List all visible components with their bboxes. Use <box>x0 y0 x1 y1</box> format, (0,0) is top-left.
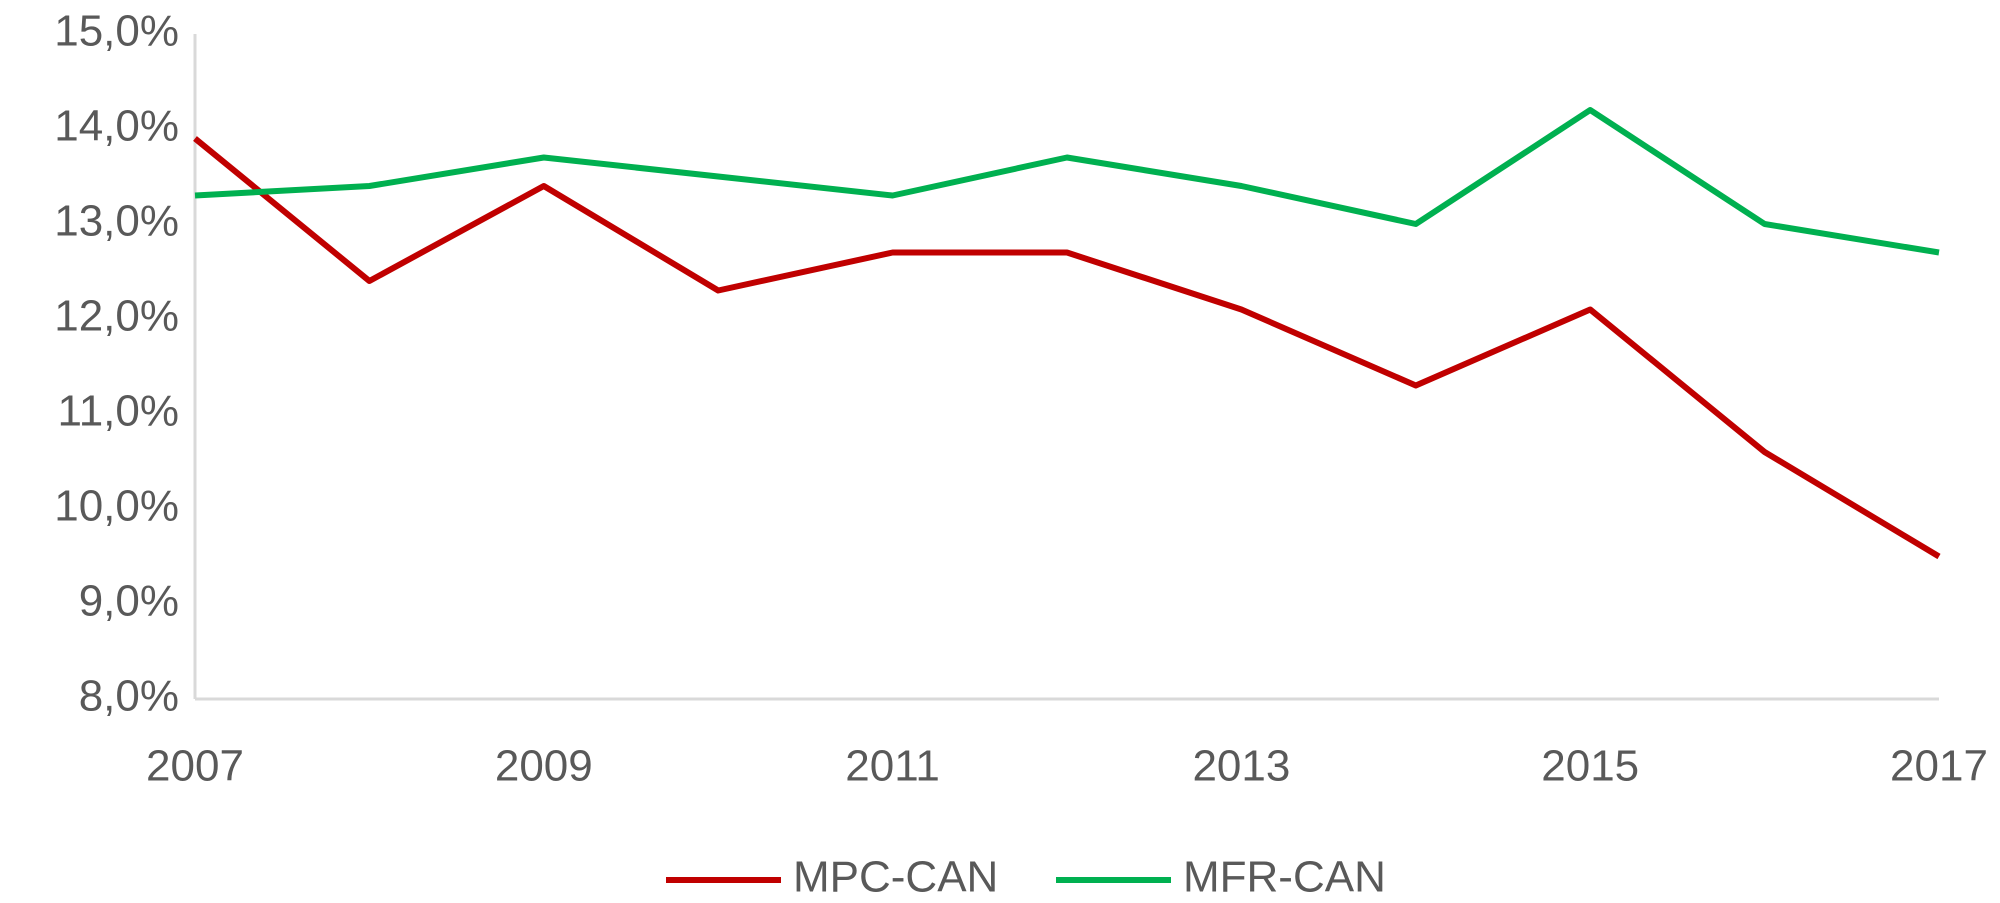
y-tick-label: 11,0% <box>58 387 180 436</box>
y-tick-label: 9,0% <box>79 577 179 626</box>
legend-label: MFR-CAN <box>1183 853 1386 902</box>
y-tick-label: 8,0% <box>79 672 179 721</box>
y-tick-label: 14,0% <box>54 102 179 151</box>
x-tick-label: 2009 <box>495 742 593 791</box>
legend-label: MPC-CAN <box>793 853 998 902</box>
y-tick-label: 13,0% <box>54 197 179 246</box>
x-tick-label: 2013 <box>1192 742 1290 791</box>
series-line <box>193 136 1941 560</box>
y-tick-label: 10,0% <box>54 482 179 531</box>
series-line <box>194 107 1940 256</box>
y-tick-label: 12,0% <box>54 292 179 341</box>
x-tick-label: 2015 <box>1541 742 1639 791</box>
y-tick-label: 15,0% <box>54 7 179 56</box>
x-tick-label: 2017 <box>1890 742 1988 791</box>
x-tick-label: 2011 <box>845 742 940 791</box>
x-tick-label: 2007 <box>146 742 244 791</box>
